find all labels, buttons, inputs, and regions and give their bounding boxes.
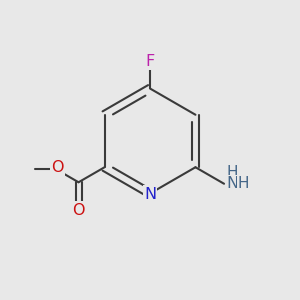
Text: N: N xyxy=(226,176,238,191)
Text: F: F xyxy=(146,54,154,69)
Text: O: O xyxy=(72,203,85,218)
Text: H: H xyxy=(227,165,238,180)
Text: N: N xyxy=(144,187,156,202)
Text: H: H xyxy=(238,176,249,191)
Text: O: O xyxy=(51,160,64,175)
